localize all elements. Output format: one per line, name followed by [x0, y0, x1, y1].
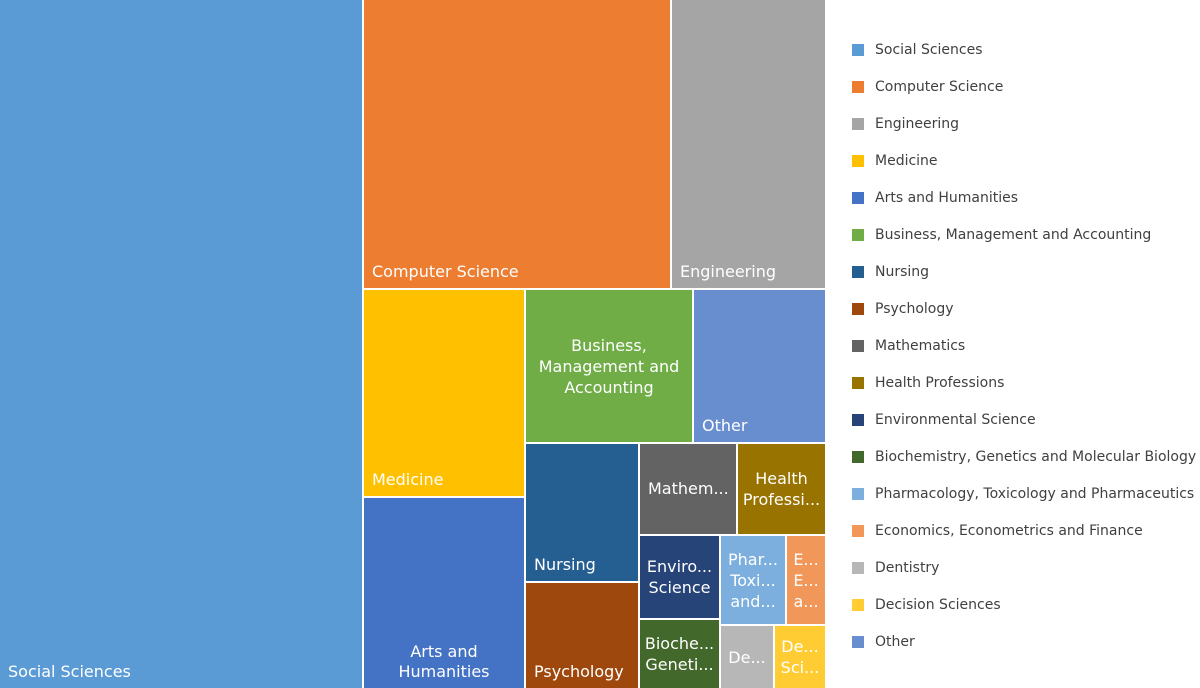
- legend-label: Nursing: [875, 264, 930, 280]
- treemap-tile-label: Medicine: [372, 470, 444, 489]
- treemap-tile-label: E... E... a...: [793, 549, 819, 611]
- legend-label: Environmental Science: [875, 412, 1036, 428]
- treemap-tile-biochemistry-genetics-and-molecular-biology: Bioche... Geneti...: [640, 620, 719, 688]
- legend-swatch: [852, 118, 864, 130]
- legend-label: Health Professions: [875, 375, 1005, 391]
- legend-label: Dentistry: [875, 560, 940, 576]
- treemap-tile-label: Business, Management and Accounting: [538, 335, 680, 397]
- treemap-tile-engineering: Engineering: [672, 0, 825, 288]
- treemap-tile-business-management-and-accounting: Business, Management and Accounting: [526, 290, 692, 442]
- treemap-tile-label: Nursing: [534, 555, 596, 574]
- legend-swatch: [852, 636, 864, 648]
- legend-label: Psychology: [875, 301, 954, 317]
- legend-item: Decision Sciences: [852, 595, 1001, 615]
- treemap-tile-health-professions: Health Professi...: [738, 444, 825, 534]
- treemap-tile-decision-sciences: De... Sci...: [775, 626, 825, 688]
- treemap-tile-nursing: Nursing: [526, 444, 638, 581]
- legend-label: Mathematics: [875, 338, 966, 354]
- treemap-tile-medicine: Medicine: [364, 290, 524, 496]
- legend-swatch: [852, 377, 864, 389]
- treemap-tile-pharmacology-toxicology-and-pharmaceutics: Phar... Toxi... and...: [721, 536, 785, 624]
- treemap-tile-label: Health Professi...: [742, 469, 821, 509]
- legend-item: Biochemistry, Genetics and Molecular Bio…: [852, 447, 1196, 467]
- legend-label: Business, Management and Accounting: [875, 227, 1152, 243]
- legend-swatch: [852, 451, 864, 463]
- legend-item: Dentistry: [852, 558, 939, 578]
- legend-swatch: [852, 562, 864, 574]
- legend-label: Other: [875, 634, 915, 650]
- treemap-tile-label: Enviro... Science: [646, 557, 713, 597]
- legend-swatch: [852, 340, 864, 352]
- legend-item: Engineering: [852, 114, 959, 134]
- legend-swatch: [852, 44, 864, 56]
- legend-label: Computer Science: [875, 79, 1004, 95]
- treemap-tile-label: De... Sci...: [780, 637, 820, 677]
- legend-item: Business, Management and Accounting: [852, 225, 1151, 245]
- legend-label: Biochemistry, Genetics and Molecular Bio…: [875, 449, 1197, 465]
- treemap-tile-arts-and-humanities: Arts and Humanities: [364, 498, 524, 688]
- treemap-tile-label: Other: [702, 416, 748, 435]
- legend-item: Social Sciences: [852, 40, 983, 60]
- legend-item: Arts and Humanities: [852, 188, 1018, 208]
- treemap-tile-environmental-science: Enviro... Science: [640, 536, 719, 618]
- treemap-tile-label: Computer Science: [372, 262, 519, 281]
- treemap-tile-label: Engineering: [680, 262, 776, 281]
- treemap-tile-label: Phar... Toxi... and...: [728, 549, 778, 611]
- legend-label: Social Sciences: [875, 42, 983, 58]
- treemap-tile-label: Arts and Humanities: [398, 642, 490, 681]
- treemap-tile-label: Social Sciences: [8, 662, 131, 681]
- treemap-tile-dentistry: De...: [721, 626, 773, 688]
- treemap-tile-mathematics: Mathem...: [640, 444, 736, 534]
- legend-swatch: [852, 525, 864, 537]
- treemap-tile-label: Mathem...: [648, 479, 729, 498]
- legend-item: Health Professions: [852, 373, 1004, 393]
- treemap-tile-other: Other: [694, 290, 825, 442]
- legend-swatch: [852, 155, 864, 167]
- legend-label: Pharmacology, Toxicology and Pharmaceuti…: [875, 486, 1195, 502]
- legend-item: Other: [852, 632, 915, 652]
- legend-swatch: [852, 599, 864, 611]
- legend-item: Computer Science: [852, 77, 1003, 97]
- legend-swatch: [852, 192, 864, 204]
- legend-swatch: [852, 229, 864, 241]
- legend-item: Nursing: [852, 262, 929, 282]
- legend-label: Economics, Econometrics and Finance: [875, 523, 1143, 539]
- legend-label: Engineering: [875, 116, 959, 132]
- treemap-tile-economics-econometrics-and-finance: E... E... a...: [787, 536, 825, 624]
- treemap-tile-social-sciences: Social Sciences: [0, 0, 362, 688]
- legend-swatch: [852, 266, 864, 278]
- legend-swatch: [852, 81, 864, 93]
- legend-item: Pharmacology, Toxicology and Pharmaceuti…: [852, 484, 1194, 504]
- treemap-tile-label: Psychology: [534, 662, 624, 681]
- treemap-tile-label: De...: [728, 647, 766, 667]
- legend-item: Mathematics: [852, 336, 965, 356]
- legend-label: Decision Sciences: [875, 597, 1001, 613]
- legend-label: Medicine: [875, 153, 938, 169]
- treemap-tile-computer-science: Computer Science: [364, 0, 670, 288]
- legend-swatch: [852, 414, 864, 426]
- legend-item: Economics, Econometrics and Finance: [852, 521, 1143, 541]
- legend-swatch: [852, 488, 864, 500]
- treemap-tile-label: Bioche... Geneti...: [644, 634, 715, 674]
- legend-item: Environmental Science: [852, 410, 1036, 430]
- treemap-tile-psychology: Psychology: [526, 583, 638, 688]
- legend-label: Arts and Humanities: [875, 190, 1019, 206]
- legend-item: Medicine: [852, 151, 938, 171]
- legend-swatch: [852, 303, 864, 315]
- legend-item: Psychology: [852, 299, 954, 319]
